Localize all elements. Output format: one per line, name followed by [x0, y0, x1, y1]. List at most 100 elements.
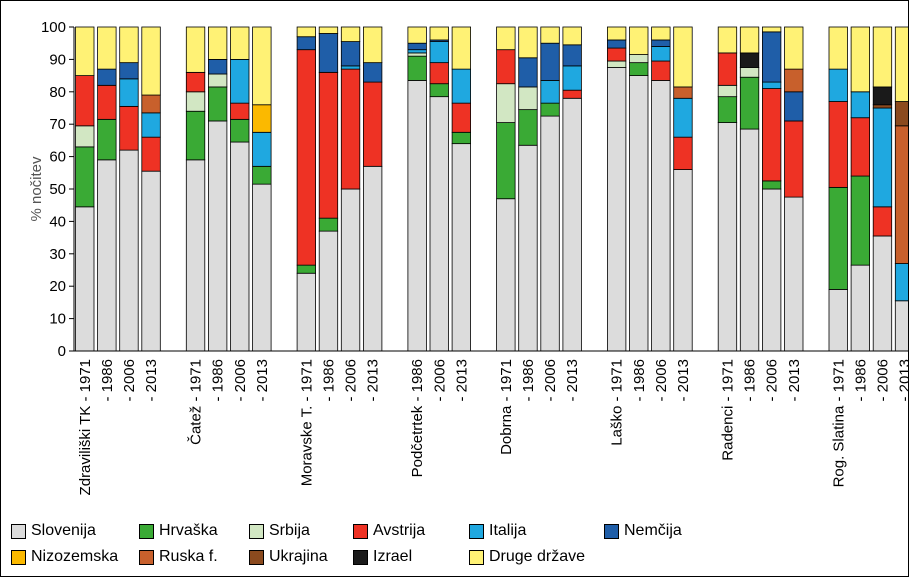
bar-segment-slovenija [185, 159, 206, 352]
x-tick-label: - 2013 [143, 359, 160, 402]
bar-segment-druge-dr-ave [629, 26, 649, 55]
legend-label: Slovenija [31, 522, 96, 539]
bar-segment-nem-ija [296, 36, 317, 51]
bar-segment-italija [407, 49, 427, 54]
bar-segment-druge-dr-ave [762, 26, 782, 33]
x-tick-label: - 2013 [786, 359, 803, 402]
bar-segment-avstrija [607, 47, 627, 62]
y-tick-label: 90 [49, 51, 66, 68]
bar-segment-slovenija [739, 128, 760, 352]
bar-segment-druge-dr-ave [451, 26, 472, 70]
bar-segment-avstrija [651, 60, 671, 81]
legend-label: Izrael [373, 548, 413, 565]
legend-label: Ruska f. [159, 548, 218, 565]
bar-segment-avstrija [850, 117, 870, 177]
y-axis-label: % nočitev [28, 156, 45, 222]
bar-segment-slovenija [673, 169, 693, 352]
bar-segment-druge-dr-ave [230, 26, 250, 60]
legend-label: Italija [489, 522, 527, 539]
legend-swatch [139, 523, 154, 539]
chart-legend: Slovenija Hrvaška Srbija Avstrija Italija Nem… [11, 520, 901, 576]
bar-segment-hrva-ka [717, 96, 738, 123]
bar-segment-slovenija [451, 143, 472, 352]
bar-segment-avstrija [362, 81, 383, 167]
bar-segment-italija [429, 41, 449, 64]
x-tick-label: - 1986 [852, 359, 869, 402]
x-tick-label: - 2006 [121, 359, 138, 402]
bar-segment-srbija [75, 125, 95, 148]
bar-segment-ukrajina [872, 104, 893, 109]
y-tick-label: 10 [49, 311, 66, 328]
legend-swatch [469, 549, 484, 565]
bar-segment-italija [872, 107, 893, 208]
legend-swatch [139, 549, 154, 565]
x-tick-label: Zdraviliški TK - 1971 [77, 359, 94, 495]
x-tick-label: - 1986 [742, 359, 759, 402]
legend-item-ruska-f-: Ruska f. [139, 546, 218, 568]
bar-segment-hrva-ka [185, 110, 206, 161]
bar-segment-hrva-ka [828, 186, 848, 290]
bar-segment-druge-dr-ave [119, 26, 139, 64]
bar-segment-avstrija [141, 136, 161, 172]
x-tick-label: - 2013 [675, 359, 692, 402]
x-tick-label: Podčetrtek - 1986 [409, 359, 426, 477]
bar-segment-druge-dr-ave [141, 26, 161, 96]
bar-segment-slovenija [407, 80, 427, 352]
bar-segment-druge-dr-ave [407, 26, 427, 44]
y-tick-label: 100 [41, 19, 66, 36]
x-tick-label: - 2006 [764, 359, 781, 402]
bar-segment-druge-dr-ave [651, 26, 671, 41]
bar-segment-avstrija [429, 62, 449, 85]
bar-segment-druge-dr-ave [185, 26, 206, 73]
y-tick-label: 0 [58, 343, 66, 360]
bar-segment-nem-ija [607, 39, 627, 49]
bar-segment-ukrajina [894, 101, 908, 127]
bar-segment-druge-dr-ave [828, 26, 848, 70]
bar-segment-ruska-f- [784, 68, 804, 93]
bar-segment-druge-dr-ave [496, 26, 516, 51]
bar-segment-avstrija [562, 89, 582, 99]
bar-segment-italija [451, 68, 472, 104]
bar-segment-druge-dr-ave [252, 26, 272, 106]
bar-segment-nem-ija [540, 42, 560, 81]
bar-segment-druge-dr-ave [739, 26, 760, 54]
bar-segment-izrael [739, 52, 760, 68]
bar-segment-slovenija [518, 144, 538, 352]
bar-segment-italija [762, 81, 782, 89]
legend-item-druge-dr-ave: Druge države [469, 546, 585, 568]
bar-segment-druge-dr-ave [318, 26, 339, 34]
bar-segment-hrva-ka [739, 76, 760, 130]
y-tick-label: 80 [49, 84, 66, 101]
bar-segment-srbija [407, 52, 427, 57]
bar-segment-slovenija [296, 272, 317, 352]
bar-segment-hrva-ka [451, 131, 472, 145]
bar-segment-nem-ija [97, 68, 117, 86]
x-tick-label: - 1986 [210, 359, 227, 402]
bar-segment-italija [340, 65, 361, 70]
x-tick-label: Moravske T. - 1971 [298, 359, 315, 486]
bar-segment-slovenija [252, 183, 272, 352]
bar-segment-avstrija [119, 105, 139, 151]
bar-segment-avstrija [451, 102, 472, 133]
bar-segment-italija [230, 59, 250, 104]
bar-segment-avstrija [673, 136, 693, 170]
x-tick-label: - 2013 [897, 359, 908, 402]
bar-segment-srbija [739, 67, 760, 78]
bar-segment-italija [562, 65, 582, 91]
bar-segment-druge-dr-ave [673, 26, 693, 88]
bar-segment-hrva-ka [75, 146, 95, 208]
bar-segment-druge-dr-ave [540, 26, 560, 44]
legend-item-nem-ija: Nemčija [604, 520, 682, 542]
legend-label: Avstrija [373, 522, 426, 539]
bar-segment-druge-dr-ave [850, 26, 870, 93]
bar-segment-druge-dr-ave [362, 26, 383, 64]
bar-segment-slovenija [607, 67, 627, 352]
x-tick-label: - 2006 [653, 359, 670, 402]
stacked-bar-chart: 0 10 20 30 40 50 60 70 80 90 100 % nočitev Zdraviliš… [28, 19, 908, 495]
x-tick-label: - 2013 [453, 359, 470, 402]
bar-segment-nem-ija [562, 44, 582, 67]
bar-segment-slovenija [340, 188, 361, 352]
legend-swatch [604, 523, 619, 539]
bar-segment-druge-dr-ave [207, 26, 228, 60]
legend-label: Nemčija [624, 522, 682, 539]
